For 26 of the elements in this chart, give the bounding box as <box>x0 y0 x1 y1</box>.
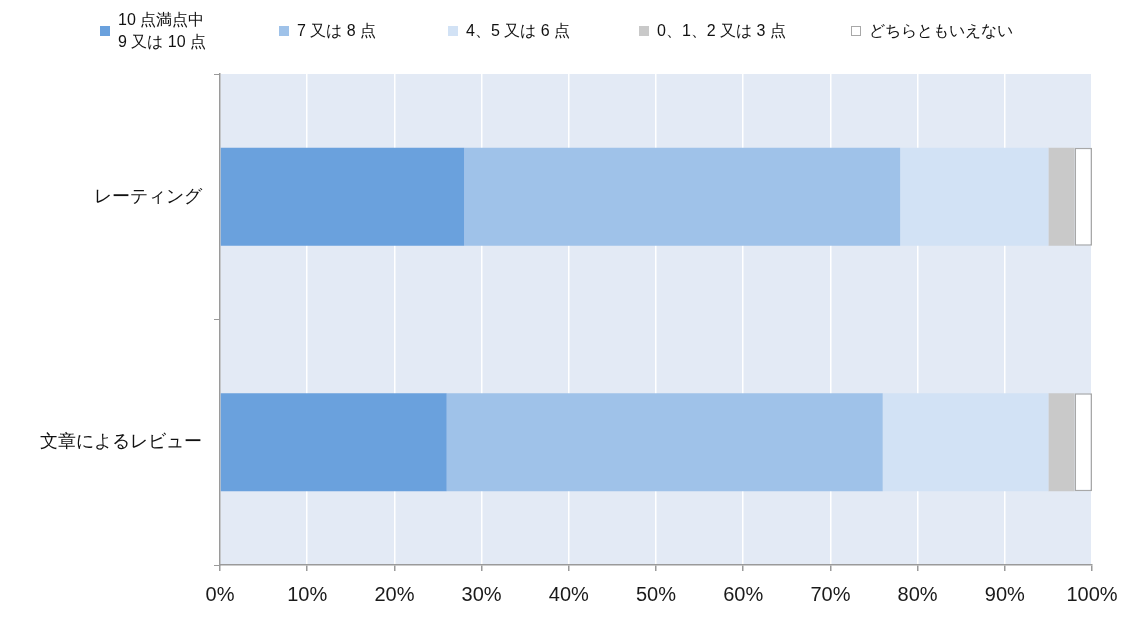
legend-label: どちらともいえない <box>869 21 1013 41</box>
x-tick-label: 80% <box>897 582 938 605</box>
bar <box>1048 393 1075 492</box>
x-tick-label: 50% <box>635 582 677 605</box>
legend-label: 10 点満点中 9 又は 10 点 <box>118 10 207 52</box>
bar <box>220 393 447 492</box>
x-tick-label: 0% <box>205 582 235 605</box>
legend-label: 7 又は 8 点 <box>297 21 377 41</box>
y-tick-label: レーティング <box>94 185 203 206</box>
x-tick-label: 100% <box>1066 582 1118 605</box>
bar <box>1048 147 1075 246</box>
x-tick-label: 20% <box>374 582 415 605</box>
bar <box>220 147 465 246</box>
x-tick-label: 30% <box>461 582 502 605</box>
bar <box>464 147 901 246</box>
bar <box>882 393 1049 492</box>
x-tick-label: 60% <box>723 582 764 605</box>
x-tick-label: 90% <box>984 582 1026 605</box>
x-tick-label: 10% <box>287 582 328 605</box>
bar <box>900 147 1049 246</box>
bar <box>446 393 883 492</box>
y-tick-label: 文章によるレビュー <box>40 431 202 452</box>
legend-label: 4、5 又は 6 点 <box>466 21 571 41</box>
x-tick-label: 70% <box>810 582 851 605</box>
x-tick-label: 40% <box>548 582 590 605</box>
legend-label: 0、1、2 又は 3 点 <box>657 21 786 41</box>
